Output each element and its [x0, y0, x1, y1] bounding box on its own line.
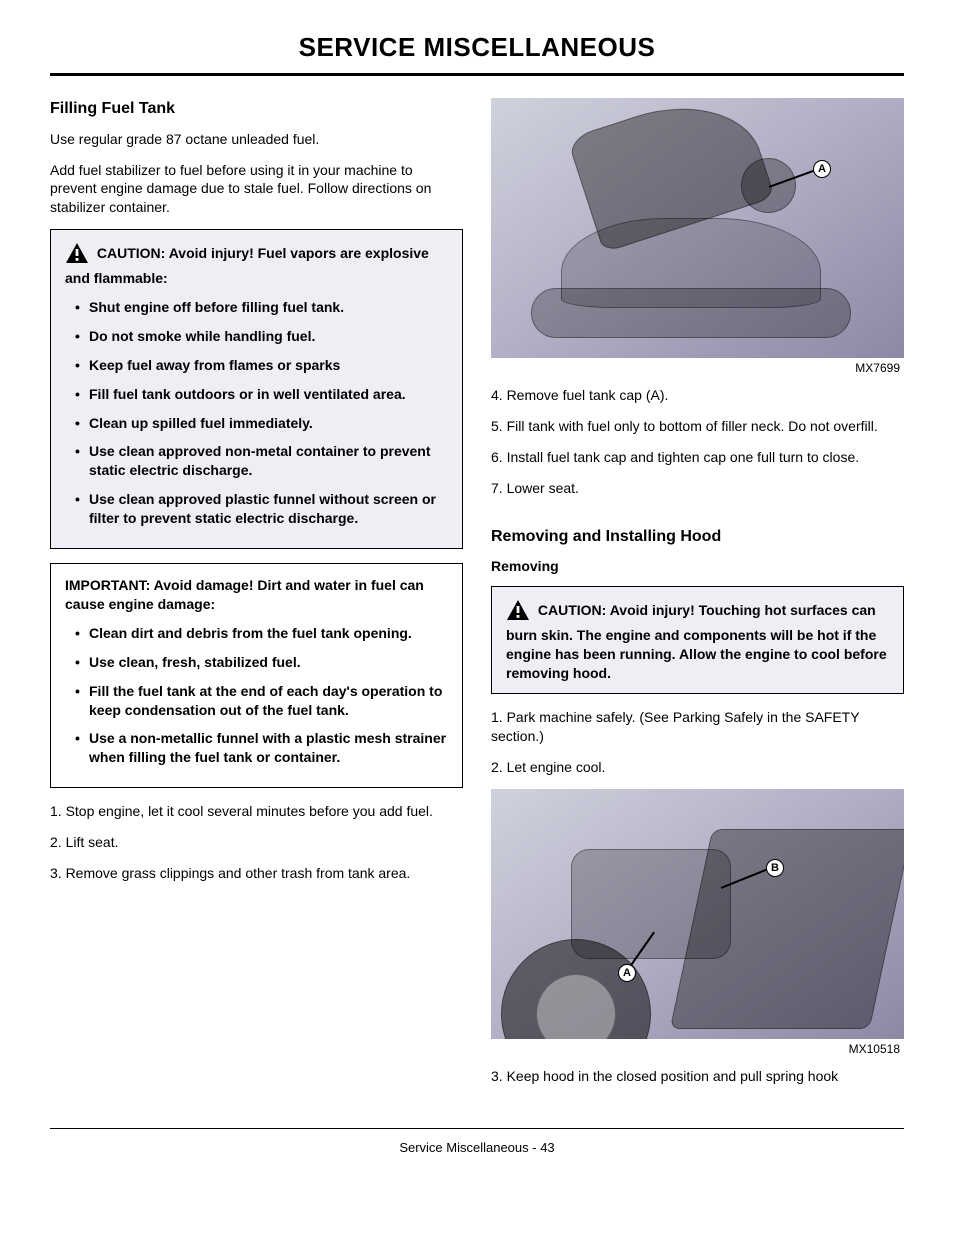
figure-mx7699: A [491, 98, 904, 358]
important-item: Use clean, fresh, stabilized fuel. [75, 653, 448, 672]
caution-box-hood: CAUTION: Avoid injury! Touching hot surf… [491, 586, 904, 694]
step: 6. Install fuel tank cap and tighten cap… [491, 448, 904, 467]
step: 3. Keep hood in the closed position and … [491, 1067, 904, 1086]
page-title: SERVICE MISCELLANEOUS [50, 30, 904, 76]
callout-a2: A [618, 964, 636, 982]
step: 2. Let engine cool. [491, 758, 904, 777]
important-bullets: Clean dirt and debris from the fuel tank… [65, 624, 448, 767]
caution-item: Use clean approved non-metal container t… [75, 442, 448, 480]
caution-lead-text: CAUTION: Avoid injury! Fuel vapors are e… [65, 245, 429, 286]
stabilizer-para: Add fuel stabilizer to fuel before using… [50, 161, 463, 218]
step: 5. Fill tank with fuel only to bottom of… [491, 417, 904, 436]
caution-item: Shut engine off before filling fuel tank… [75, 298, 448, 317]
step: 3. Remove grass clippings and other tras… [50, 864, 463, 883]
removing-subheading: Removing [491, 557, 904, 576]
caution-box-fuel: CAUTION: Avoid injury! Fuel vapors are e… [50, 229, 463, 549]
caution-item: Keep fuel away from flames or sparks [75, 356, 448, 375]
step: 7. Lower seat. [491, 479, 904, 498]
caution-hood-text: CAUTION: Avoid injury! Touching hot surf… [506, 602, 887, 681]
filling-fuel-heading: Filling Fuel Tank [50, 98, 463, 120]
step: 2. Lift seat. [50, 833, 463, 852]
figure-label: MX7699 [491, 360, 904, 376]
right-column: A MX7699 4. Remove fuel tank cap (A). 5.… [491, 98, 904, 1098]
figure-mx10518: B A [491, 789, 904, 1039]
step: 1. Stop engine, let it cool several minu… [50, 802, 463, 821]
callout-b: B [766, 859, 784, 877]
important-item: Fill the fuel tank at the end of each da… [75, 682, 448, 720]
left-column: Filling Fuel Tank Use regular grade 87 o… [50, 98, 463, 1098]
warning-icon [506, 599, 530, 626]
figure-image-placeholder: A [491, 98, 904, 358]
figure-label: MX10518 [491, 1041, 904, 1057]
caution-item: Fill fuel tank outdoors or in well venti… [75, 385, 448, 404]
step: 4. Remove fuel tank cap (A). [491, 386, 904, 405]
warning-icon [65, 242, 89, 269]
page-footer: Service Miscellaneous - 43 [50, 1128, 904, 1157]
important-box: IMPORTANT: Avoid damage! Dirt and water … [50, 563, 463, 788]
two-column-layout: Filling Fuel Tank Use regular grade 87 o… [50, 98, 904, 1098]
caution-item: Use clean approved plastic funnel withou… [75, 490, 448, 528]
caution-lead-hood: CAUTION: Avoid injury! Touching hot surf… [506, 599, 889, 683]
caution-item: Do not smoke while handling fuel. [75, 327, 448, 346]
callout-a: A [813, 160, 831, 178]
important-lead: IMPORTANT: Avoid damage! Dirt and water … [65, 576, 448, 614]
caution-item: Clean up spilled fuel immediately. [75, 414, 448, 433]
removing-hood-heading: Removing and Installing Hood [491, 526, 904, 548]
fuel-grade-para: Use regular grade 87 octane unleaded fue… [50, 130, 463, 149]
step: 1. Park machine safely. (See Parking Saf… [491, 708, 904, 746]
caution-bullets: Shut engine off before filling fuel tank… [65, 298, 448, 528]
important-item: Use a non-metallic funnel with a plastic… [75, 729, 448, 767]
important-item: Clean dirt and debris from the fuel tank… [75, 624, 448, 643]
caution-lead: CAUTION: Avoid injury! Fuel vapors are e… [65, 242, 448, 288]
figure-image-placeholder: B A [491, 789, 904, 1039]
